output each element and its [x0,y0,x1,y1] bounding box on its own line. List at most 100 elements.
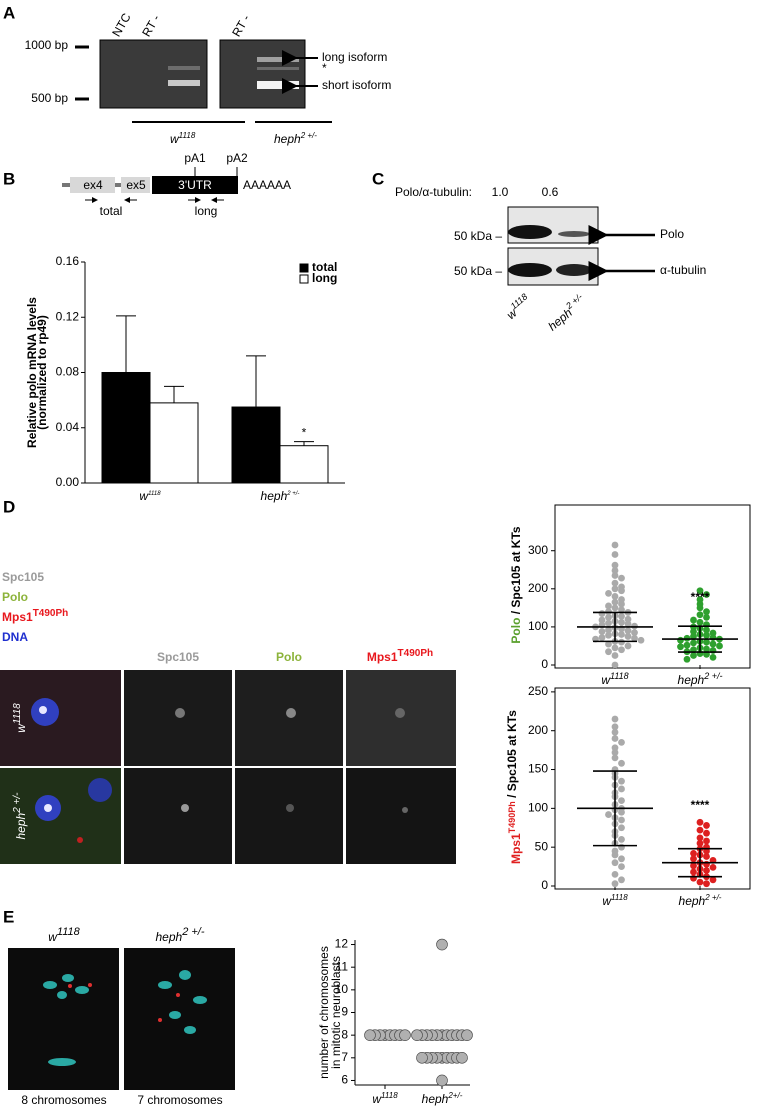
caption: 7 chromosomes [137,1093,222,1107]
channel: Spc105 [2,570,44,584]
data-point [618,600,625,608]
data-point [605,602,612,610]
bar [279,445,329,484]
protein-label: α-tubulin [660,263,706,277]
data-point [605,648,612,656]
gel-band [257,81,299,89]
data-point [703,837,710,845]
superscript: 1118 [381,1091,398,1100]
size-label: 500 bp [31,91,68,105]
data-point [703,822,710,829]
superscript: 2 +/- [181,926,205,938]
data-point [696,839,704,847]
data-point [703,591,710,598]
legend-label: total [312,260,337,274]
data-point [605,613,612,621]
data-point [709,876,717,884]
legend-label: long [312,271,337,285]
image-spot [44,804,52,812]
image-spot [395,708,405,718]
utr-label: 3'UTR [178,178,212,192]
image-tile [0,670,121,766]
data-point [703,631,710,639]
image-tile [235,768,343,864]
y-axis-label: Polo / Spc105 at KTs [509,526,523,643]
image-spot [158,1018,162,1022]
data-point [611,652,619,659]
text-part: number of chromosomes [317,946,331,1079]
data-point [709,647,717,654]
image-spot [184,1026,196,1034]
data-point [703,860,710,868]
data-point [624,642,632,650]
data-point [618,574,625,582]
data-point [709,640,717,648]
data-point [618,646,625,654]
y-tick-label: 11 [336,959,349,973]
data-point [690,874,697,882]
text-part: Mps1 [509,833,523,864]
data-point [598,616,606,624]
superscript: 1118 [57,926,81,938]
exon-label: ex5 [126,178,146,192]
x-tick-label: heph2 +/- [679,893,722,908]
site-label: pA1 [184,151,206,165]
legend-swatch [299,274,309,284]
data-point [690,862,697,870]
data-point [618,759,625,767]
image-spot [68,984,72,988]
text-part: w [48,930,58,944]
y-tick-label: 100 [528,801,548,815]
genotype-label: heph2 +/- [155,926,204,944]
text-part: w [602,894,612,908]
image-spot [286,708,296,718]
image-spot [57,991,67,999]
panel-label: B [3,169,15,188]
data-point [703,867,710,874]
y-tick-label: 9 [341,1005,348,1019]
data-point [696,587,704,595]
text-part: w [372,1092,382,1106]
band-label: long isoform [322,50,387,64]
image-spot [176,993,180,997]
superscript: 2 +/- [12,792,23,814]
text-part: in mitotic neuroblasts [329,956,343,1069]
data-point [611,744,619,752]
image-tile [8,948,119,1090]
data-point [618,631,625,638]
data-point [611,715,619,723]
y-tick-label: 250 [528,684,548,698]
data-point [618,863,625,870]
data-point [611,585,619,593]
data-point [598,634,606,641]
data-point [696,618,704,626]
data-point [631,629,638,637]
significance: * [302,426,307,440]
bar [101,372,151,484]
superscript: 1118 [179,131,196,140]
superscript: 2 +/- [286,491,299,497]
data-point [611,598,619,606]
data-point [618,876,625,884]
data-point [696,834,704,842]
y-axis-label: in mitotic neuroblasts [329,956,343,1069]
data-point [703,626,710,634]
data-point [618,855,625,863]
text-part: Mps1 [367,650,398,664]
image-spot [77,837,83,843]
data-point [611,880,619,888]
data-point [364,1029,376,1041]
image-tile [124,670,232,766]
data-point [709,863,717,871]
y-axis-label: Mps1T490Ph / Spc105 at KTs [505,710,523,864]
y-tick-label: 6 [341,1073,348,1087]
text-part: Mps1 [2,610,33,624]
primer-label: long [195,204,218,218]
data-point [618,738,625,746]
bar [149,402,199,484]
data-point [690,639,697,647]
superscript: T490Ph [507,801,517,833]
data-point [696,604,704,612]
bar [231,406,281,484]
data-point [703,829,710,837]
